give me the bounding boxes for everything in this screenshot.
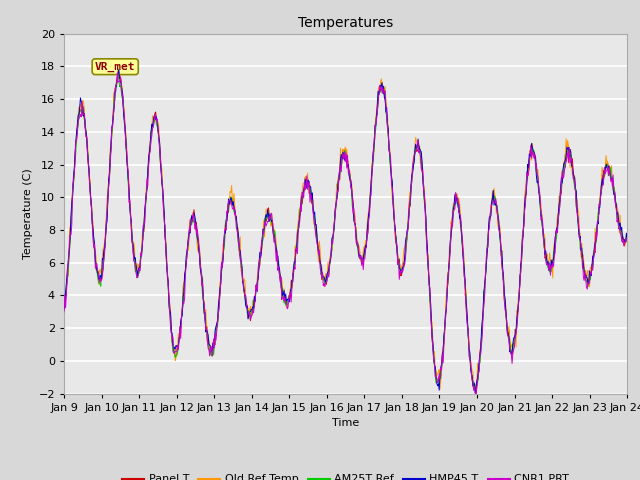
AM25T Ref — [129, 242, 137, 248]
Line: HMP45 T: HMP45 T — [64, 70, 627, 393]
Line: Old Ref Temp: Old Ref Temp — [64, 70, 627, 389]
Panel T — [70, 170, 78, 176]
Old Ref Temp — [216, 280, 224, 286]
Panel T — [415, 146, 422, 152]
Old Ref Temp — [623, 238, 631, 244]
HMP45 T — [115, 67, 123, 72]
CNR1 PRT — [113, 71, 121, 76]
Panel T — [216, 291, 224, 297]
AM25T Ref — [186, 228, 194, 234]
CNR1 PRT — [60, 309, 68, 315]
HMP45 T — [623, 234, 631, 240]
CNR1 PRT — [129, 245, 137, 251]
CNR1 PRT — [216, 292, 224, 298]
CNR1 PRT — [415, 150, 422, 156]
AM25T Ref — [216, 291, 224, 297]
HMP45 T — [129, 241, 137, 247]
HMP45 T — [415, 143, 422, 149]
HMP45 T — [186, 230, 194, 236]
Panel T — [431, 367, 439, 372]
Y-axis label: Temperature (C): Temperature (C) — [23, 168, 33, 259]
HMP45 T — [216, 286, 224, 292]
AM25T Ref — [470, 386, 478, 392]
HMP45 T — [431, 364, 439, 370]
AM25T Ref — [623, 239, 631, 245]
Panel T — [186, 217, 194, 223]
Old Ref Temp — [415, 143, 422, 148]
AM25T Ref — [431, 373, 439, 379]
X-axis label: Time: Time — [332, 418, 359, 428]
AM25T Ref — [60, 307, 68, 312]
Old Ref Temp — [186, 227, 194, 232]
Panel T — [116, 70, 124, 76]
Old Ref Temp — [60, 300, 68, 305]
HMP45 T — [472, 390, 479, 396]
Line: CNR1 PRT: CNR1 PRT — [64, 73, 627, 395]
Panel T — [129, 247, 137, 253]
CNR1 PRT — [623, 234, 631, 240]
Text: VR_met: VR_met — [95, 61, 136, 72]
Legend: Panel T, Old Ref Temp, AM25T Ref, HMP45 T, CNR1 PRT: Panel T, Old Ref Temp, AM25T Ref, HMP45 … — [118, 470, 573, 480]
CNR1 PRT — [472, 392, 480, 398]
Old Ref Temp — [436, 386, 444, 392]
CNR1 PRT — [70, 172, 78, 178]
AM25T Ref — [114, 74, 122, 80]
Panel T — [623, 233, 631, 239]
Old Ref Temp — [114, 67, 122, 73]
Old Ref Temp — [431, 369, 439, 375]
AM25T Ref — [70, 171, 78, 177]
CNR1 PRT — [431, 374, 439, 380]
Old Ref Temp — [129, 248, 137, 253]
Line: Panel T: Panel T — [64, 73, 627, 395]
Panel T — [472, 392, 480, 397]
Title: Temperatures: Temperatures — [298, 16, 393, 30]
AM25T Ref — [415, 143, 422, 148]
CNR1 PRT — [186, 228, 194, 234]
Panel T — [60, 307, 68, 312]
Old Ref Temp — [70, 173, 78, 179]
HMP45 T — [70, 167, 78, 172]
Line: AM25T Ref: AM25T Ref — [64, 77, 627, 389]
HMP45 T — [60, 306, 68, 312]
